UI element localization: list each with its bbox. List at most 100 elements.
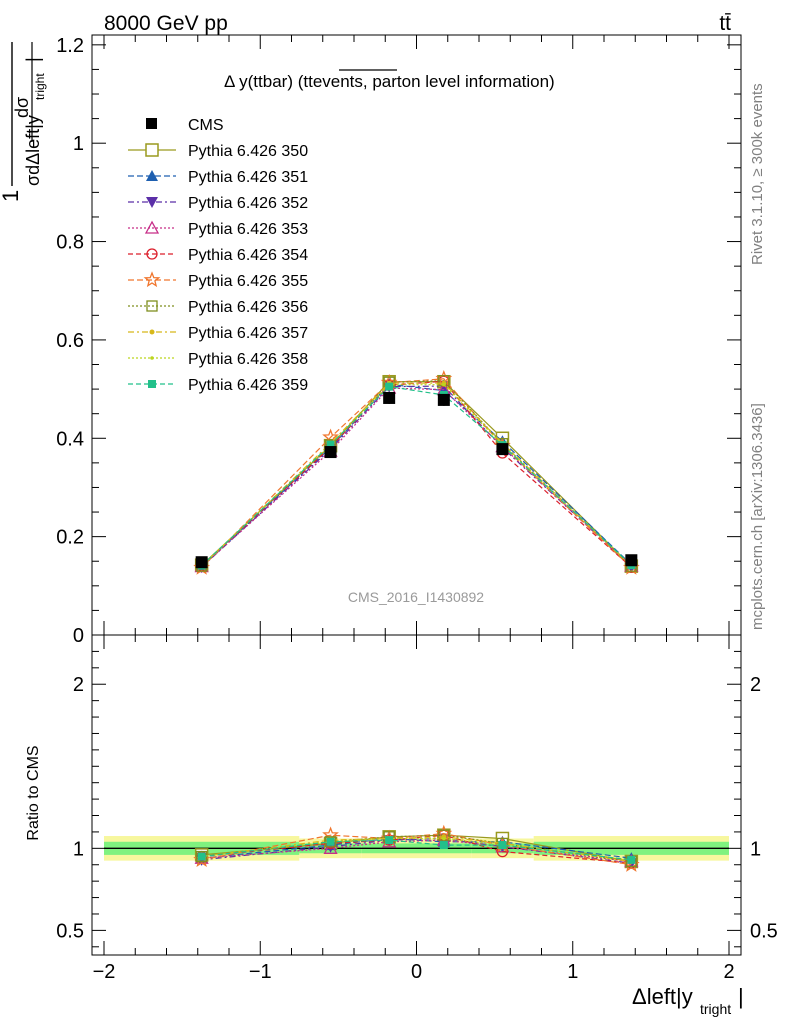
series-pythia-6.426-353 — [194, 380, 639, 573]
legend-entry: Pythia 6.426 356 — [128, 299, 308, 316]
y-label-one: 1 — [0, 190, 23, 202]
series-point — [326, 440, 335, 449]
ratio-panel: 0.5 0.5 1 1 2 2 −2 −1 0 1 2 Ratio to CMS — [25, 634, 778, 983]
main-ytick-label: 0.2 — [56, 527, 84, 549]
legend-entry: Pythia 6.426 350 — [128, 143, 308, 160]
ratio-line — [201, 832, 632, 866]
ratio-xtick-label: 1 — [567, 961, 578, 983]
ratio-line — [201, 837, 632, 864]
legend-label: Pythia 6.426 350 — [188, 143, 308, 160]
series-line — [201, 387, 632, 568]
legend-marker — [146, 197, 158, 208]
y-label-numerator: dσ — [12, 97, 32, 118]
title-over-text: events — [313, 72, 363, 91]
ratio-x-ticks: −2 −1 0 1 2 — [93, 635, 735, 983]
ratio-xtick-label: 2 — [723, 961, 734, 983]
mcplots-label: mcplots.cern.ch [arXiv:1306.3436] — [749, 403, 766, 630]
y-label-subscript: tright — [33, 73, 47, 100]
ratio-point — [442, 836, 446, 841]
main-ytick-label: 0.8 — [56, 232, 84, 254]
ratio-ytick-label-right: 0.5 — [750, 920, 778, 942]
cms-point — [625, 554, 638, 567]
legend-entry: Pythia 6.426 354 — [128, 247, 308, 264]
series-pythia-6.426-356 — [196, 375, 637, 572]
legend-entry: Pythia 6.426 357 — [128, 325, 308, 342]
cms-data-points — [195, 391, 638, 569]
ratio-point — [324, 836, 337, 848]
legend-label: Pythia 6.426 358 — [188, 351, 308, 368]
series-pythia-6.426-351 — [195, 378, 638, 572]
x-label-main: Δleft|y — [632, 984, 693, 1009]
ratio-ytick-label-right: 1 — [750, 838, 761, 860]
series-point — [385, 382, 394, 391]
ratio-ytick-label-right: 2 — [750, 674, 761, 696]
legend-entry: Pythia 6.426 353 — [128, 220, 308, 238]
ratio-xtick-label: 0 — [411, 961, 422, 983]
series-pythia-6.426-359 — [197, 382, 636, 570]
ratio-ytick-label: 1 — [73, 838, 84, 860]
main-ytick-label: 1 — [73, 133, 84, 155]
series-line — [201, 383, 632, 568]
ratio-series — [193, 824, 640, 872]
main-ytick-label: 0.4 — [56, 428, 84, 450]
series-pythia-6.426-354 — [196, 375, 637, 573]
ratio-frame — [91, 634, 742, 956]
legend-label: Pythia 6.426 354 — [188, 247, 308, 264]
legend-marker — [146, 170, 158, 181]
y-label-close: | — [23, 57, 43, 62]
series-line — [201, 380, 632, 567]
series-line — [201, 385, 632, 568]
ratio-line — [201, 834, 632, 864]
x-label-close: | — [738, 984, 744, 1009]
series-line — [201, 381, 632, 567]
legend-label: Pythia 6.426 353 — [188, 221, 308, 238]
series-line — [201, 384, 632, 567]
cms-point — [496, 443, 509, 456]
legend-marker — [150, 356, 154, 360]
energy-label: 8000 GeV pp — [104, 12, 228, 35]
main-series — [193, 370, 640, 575]
title-tail-text: , parton level information) — [363, 72, 555, 91]
legend-entry: Pythia 6.426 351 — [128, 169, 308, 186]
ratio-y-ticks: 0.5 0.5 1 1 2 2 — [56, 650, 778, 948]
cms-point — [437, 393, 450, 406]
legend-marker — [148, 380, 156, 388]
ratio-ytick-label: 2 — [73, 674, 84, 696]
legend-entry: Pythia 6.426 352 — [128, 195, 308, 212]
series-line — [201, 382, 632, 567]
ratio-xtick-label: −1 — [249, 961, 272, 983]
main-x-ticks — [103, 35, 730, 635]
main-ytick-label: 1.2 — [56, 35, 84, 57]
series-line — [201, 380, 632, 568]
series-pythia-6.426-358 — [199, 382, 634, 568]
y-label-denominator: σdΔleft|y — [23, 115, 43, 186]
series-line — [201, 385, 632, 567]
ratio-y-label: Ratio to CMS — [25, 745, 42, 840]
legend-marker — [146, 248, 158, 260]
series-pythia-6.426-355 — [193, 370, 640, 575]
legend-label: Pythia 6.426 359 — [188, 377, 308, 394]
y-axis-label: 1 dσ σdΔleft|y tright | — [0, 42, 47, 202]
ratio-point — [197, 852, 206, 861]
plot-title: Δ y(ttbar) (ttevents, parton level infor… — [224, 69, 555, 91]
legend-marker — [144, 220, 160, 234]
legend-marker — [149, 329, 155, 335]
ratio-ytick-label: 0.5 — [56, 920, 84, 942]
analysis-id: CMS_2016_I1430892 — [348, 589, 484, 605]
legend-marker — [146, 300, 158, 312]
legend-entry: Pythia 6.426 355 — [128, 271, 308, 290]
cms-point — [195, 556, 208, 569]
legend-entry-cms: CMS — [146, 117, 224, 134]
main-ytick-label: 0.6 — [56, 330, 84, 352]
legend-label: Pythia 6.426 357 — [188, 325, 308, 342]
ratio-point — [326, 837, 335, 846]
x-axis-label: Δleft|y tright | — [632, 984, 744, 1017]
main-ytick-label: 0 — [73, 625, 84, 647]
series-pythia-6.426-352 — [195, 381, 638, 574]
title-main-text: Δ y(ttbar) (tt — [224, 72, 313, 91]
legend-label: Pythia 6.426 351 — [188, 169, 308, 186]
legend-entry: Pythia 6.426 359 — [128, 377, 308, 394]
ratio-point — [385, 836, 394, 845]
series-point — [442, 382, 446, 387]
